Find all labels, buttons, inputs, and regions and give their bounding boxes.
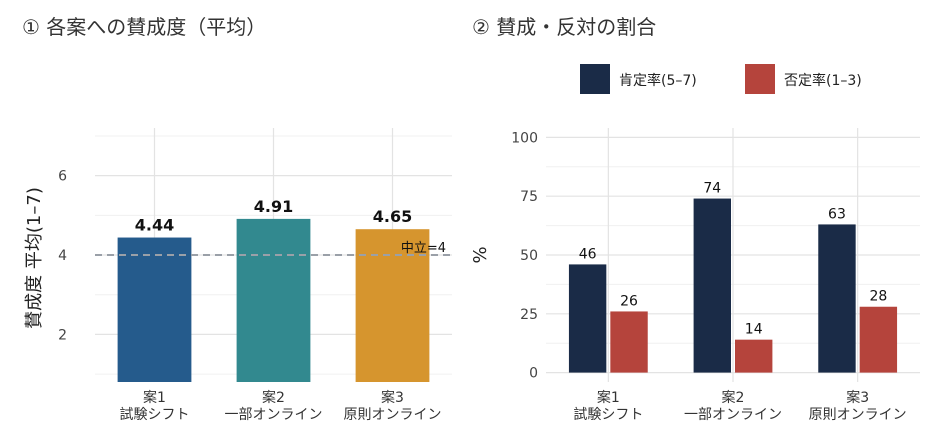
legend-swatch-negative xyxy=(745,64,775,94)
panel2-x-tick-sublabel: 原則オンライン xyxy=(809,407,907,423)
panel1-bar xyxy=(355,229,430,382)
panel2-bars xyxy=(568,198,898,373)
panel2-value-label: 63 xyxy=(828,206,846,222)
panel2-y-tick-label: 25 xyxy=(520,307,538,323)
panel2-x-tick-label: 案1 xyxy=(597,389,620,406)
panel1-x-tick-sublabel: 一部オンライン xyxy=(225,407,323,423)
panel2-bar-positive xyxy=(568,264,607,373)
panel1-bar xyxy=(117,237,192,382)
panel2-bar-negative xyxy=(735,339,773,373)
panel2-bar-negative xyxy=(610,311,648,373)
panel-average-approval: ① 各案への賛成度（平均） 中立=4 4.44 4.91 4.65 2 4 6 案1試験… xyxy=(22,15,452,423)
panel1-reference: 中立=4 xyxy=(95,241,452,256)
panel1-x-tick-label: 案1 xyxy=(143,389,166,406)
panel1-value-label: 4.91 xyxy=(254,197,293,216)
panel-approval-ratio: ② 賛成・反対の割合 肯定率(5–7) 否定率(1–3) 46 74 63 26 14 2… xyxy=(470,15,920,423)
legend-label-negative: 否定率(1–3) xyxy=(784,72,862,89)
panel1-value-label: 4.44 xyxy=(135,216,174,235)
panel1-y-tick-label: 2 xyxy=(58,327,67,343)
panel2-value-label: 46 xyxy=(579,246,597,262)
panel1-bars xyxy=(117,218,430,382)
panel1-x-tick-label: 案3 xyxy=(381,389,404,406)
panel1-bar xyxy=(236,218,311,382)
panel2-bar-positive xyxy=(818,224,856,373)
panel2-bar-negative xyxy=(859,306,898,373)
panel1-x-tick-label: 案2 xyxy=(262,389,285,406)
panel2-value-labels: 46 74 63 26 14 28 xyxy=(579,181,888,338)
panel1-value-labels: 4.44 4.91 4.65 xyxy=(135,197,412,235)
panel2-title: ② 賛成・反対の割合 xyxy=(472,15,656,39)
legend-swatch-positive xyxy=(580,64,610,94)
panel2-x-tick-label: 案3 xyxy=(846,389,869,406)
panel1-x-tick-sublabel: 試験シフト xyxy=(120,407,190,423)
panel2-x-tick-label: 案2 xyxy=(722,389,745,406)
panel2-bar-positive xyxy=(693,198,731,373)
panel2-x-tick-sublabel: 試験シフト xyxy=(573,407,643,423)
panel2-legend: 肯定率(5–7) 否定率(1–3) xyxy=(580,64,862,94)
panel1-title: ① 各案への賛成度（平均） xyxy=(22,15,266,39)
panel2-value-label: 14 xyxy=(745,322,763,338)
panel2-value-label: 74 xyxy=(703,181,721,197)
panel2-y-tick-label: 75 xyxy=(520,189,538,205)
panel1-y-tick-labels: 2 4 6 xyxy=(58,169,67,344)
panel1-y-tick-label: 6 xyxy=(58,169,67,185)
panel2-y-tick-label: 0 xyxy=(529,366,538,382)
neutral-reference-label: 中立=4 xyxy=(401,241,446,256)
panel1-y-tick-label: 4 xyxy=(58,248,67,264)
panel2-value-label: 28 xyxy=(869,289,887,305)
panel2-x-tick-sublabel: 一部オンライン xyxy=(684,407,782,423)
panel2-y-tick-label: 50 xyxy=(520,248,538,264)
panel1-y-axis-label: 賛成度 平均(1–7) xyxy=(24,187,45,329)
legend-label-positive: 肯定率(5–7) xyxy=(619,72,697,89)
panel1-x-tick-sublabel: 原則オンライン xyxy=(344,407,442,423)
panel2-y-tick-labels: 0 25 50 75 100 xyxy=(511,130,538,381)
panel2-y-tick-label: 100 xyxy=(511,130,538,146)
panel2-value-label: 26 xyxy=(620,293,638,309)
panel2-y-axis-label: % xyxy=(470,246,491,263)
panel1-value-label: 4.65 xyxy=(373,207,412,226)
panel2-gridlines xyxy=(546,128,920,382)
